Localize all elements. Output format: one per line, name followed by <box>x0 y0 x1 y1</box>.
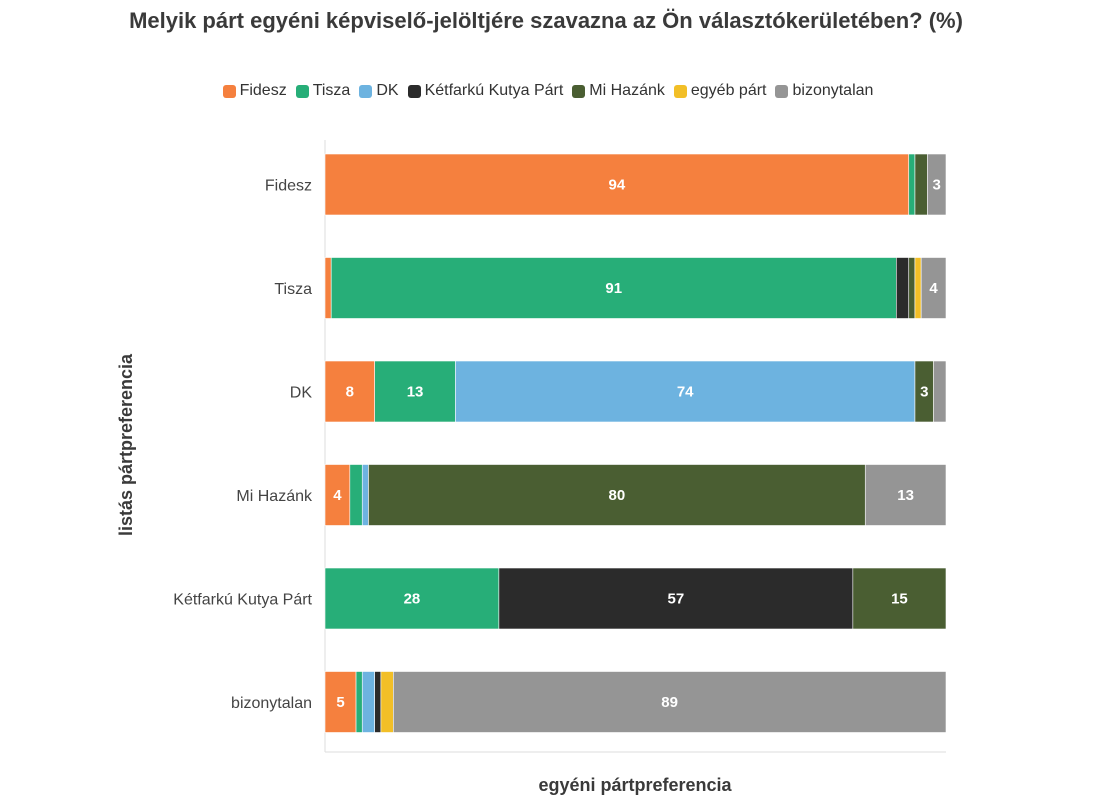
legend-label: DK <box>376 82 399 99</box>
legend-item-egyeb-part[interactable]: egyéb párt <box>673 82 767 100</box>
bar-ketfarku-kutya-part-tisza[interactable] <box>324 567 500 630</box>
bar-ketfarku-kutya-part-mi-hazank[interactable] <box>852 567 947 630</box>
legend-label: Tisza <box>312 82 351 99</box>
category-label-bizonytalan: bizonytalan <box>231 695 312 712</box>
legend-item-tisza[interactable]: Tisza <box>295 82 351 100</box>
bar-tisza-mi-hazank[interactable] <box>908 257 916 319</box>
bar-mi-hazank-fidesz[interactable] <box>324 464 351 526</box>
legend-label: Fidesz <box>239 82 287 99</box>
legend-swatch <box>407 84 421 98</box>
bar-bizonytalan-ketfarku-kutya-part[interactable] <box>374 671 382 733</box>
bar-fidesz-tisza[interactable] <box>908 153 916 216</box>
data-label-mi-hazank-fidesz: 4 <box>333 487 342 504</box>
legend-label: egyéb párt <box>690 82 767 99</box>
legend-item-mi-hazank[interactable]: Mi Hazánk <box>572 82 665 100</box>
data-label-tisza-bizonytalan: 4 <box>929 280 938 297</box>
bar-tisza-ketfarku-kutya-part[interactable] <box>896 257 910 319</box>
legend-item-dk[interactable]: DK <box>359 82 399 100</box>
bar-ketfarku-kutya-part-ketfarku-kutya-part[interactable] <box>498 567 854 630</box>
data-label-ketfarku-kutya-part-tisza: 28 <box>404 591 421 608</box>
data-label-bizonytalan-fidesz: 5 <box>336 694 344 711</box>
legend-label: bizonytalan <box>792 82 874 99</box>
data-label-bizonytalan-bizonytalan: 89 <box>661 694 678 711</box>
legend-swatch <box>775 84 789 98</box>
data-label-fidesz-fidesz: 94 <box>609 177 626 194</box>
legend-item-bizonytalan[interactable]: bizonytalan <box>775 82 873 100</box>
legend-label: Mi Hazánk <box>589 82 665 99</box>
bar-bizonytalan-dk[interactable] <box>361 671 375 733</box>
data-label-fidesz-bizonytalan: 3 <box>933 177 941 194</box>
y-axis-title: listás pártpreferencia <box>116 353 136 536</box>
data-label-dk-mi-hazank: 3 <box>920 384 928 401</box>
data-label-ketfarku-kutya-part-mi-hazank: 15 <box>891 591 908 608</box>
chart-legend: Fidesz Tisza DK Kétfarkú Kutya Párt Mi Hazán… <box>0 82 1096 100</box>
bar-dk-fidesz[interactable] <box>324 360 375 423</box>
data-label-ketfarku-kutya-part-ketfarku-kutya-part: 57 <box>668 591 685 608</box>
legend-swatch <box>673 84 687 98</box>
bar-mi-hazank-dk[interactable] <box>361 464 369 526</box>
bar-bizonytalan-egyeb-part[interactable] <box>380 671 394 733</box>
category-label-ketfarku-kutya-part: Kétfarkú Kutya Párt <box>173 592 312 609</box>
data-label-dk-tisza: 13 <box>407 384 424 401</box>
legend-item-fidesz[interactable]: Fidesz <box>222 82 287 100</box>
category-label-mi-hazank: Mi Hazánk <box>236 488 313 505</box>
data-label-tisza-tisza: 91 <box>605 280 622 297</box>
legend-swatch <box>295 84 309 98</box>
bar-fidesz-fidesz[interactable] <box>324 153 910 216</box>
x-axis-title: egyéni pártpreferencia <box>538 775 732 795</box>
bar-bizonytalan-fidesz[interactable] <box>324 671 357 733</box>
legend-label: Kétfarkú Kutya Párt <box>424 82 564 99</box>
bar-tisza-bizonytalan[interactable] <box>920 257 947 319</box>
bar-mi-hazank-bizonytalan[interactable] <box>864 464 947 526</box>
legend-swatch <box>222 84 236 98</box>
data-label-dk-fidesz: 8 <box>346 384 354 401</box>
bar-mi-hazank-tisza[interactable] <box>349 464 363 526</box>
legend-swatch <box>359 84 373 98</box>
bar-dk-tisza[interactable] <box>374 360 456 423</box>
category-labels: Fidesz Tisza DK Mi Hazánk Kétfarkú Kutya Pár… <box>173 178 313 713</box>
legend-item-ketfarku-kutya-part[interactable]: Kétfarkú Kutya Párt <box>407 82 564 100</box>
chart-title: Melyik párt egyéni képviselő-jelöltjére … <box>129 8 963 33</box>
bar-bizonytalan-tisza[interactable] <box>355 671 363 733</box>
bar-bizonytalan-bizonytalan[interactable] <box>393 671 947 733</box>
data-label-dk-dk: 74 <box>677 384 694 401</box>
bar-fidesz-bizonytalan[interactable] <box>927 153 947 216</box>
data-label-mi-hazank-bizonytalan: 13 <box>897 487 914 504</box>
data-label-mi-hazank-mi-hazank: 80 <box>609 487 626 504</box>
bar-dk-bizonytalan[interactable] <box>933 360 947 423</box>
bar-tisza-tisza[interactable] <box>330 257 897 319</box>
category-label-dk: DK <box>290 385 313 402</box>
category-label-fidesz: Fidesz <box>265 178 312 195</box>
category-label-tisza: Tisza <box>274 281 312 298</box>
legend-swatch <box>572 84 586 98</box>
bars-group: 94 3 91 4 8 13 74 3 4 80 13 28 57 15 5 89 <box>324 153 947 733</box>
bar-tisza-egyeb-part[interactable] <box>914 257 922 319</box>
bar-fidesz-mi-hazank[interactable] <box>914 153 928 216</box>
bar-tisza-fidesz[interactable] <box>324 257 332 319</box>
bar-dk-dk[interactable] <box>455 360 916 423</box>
